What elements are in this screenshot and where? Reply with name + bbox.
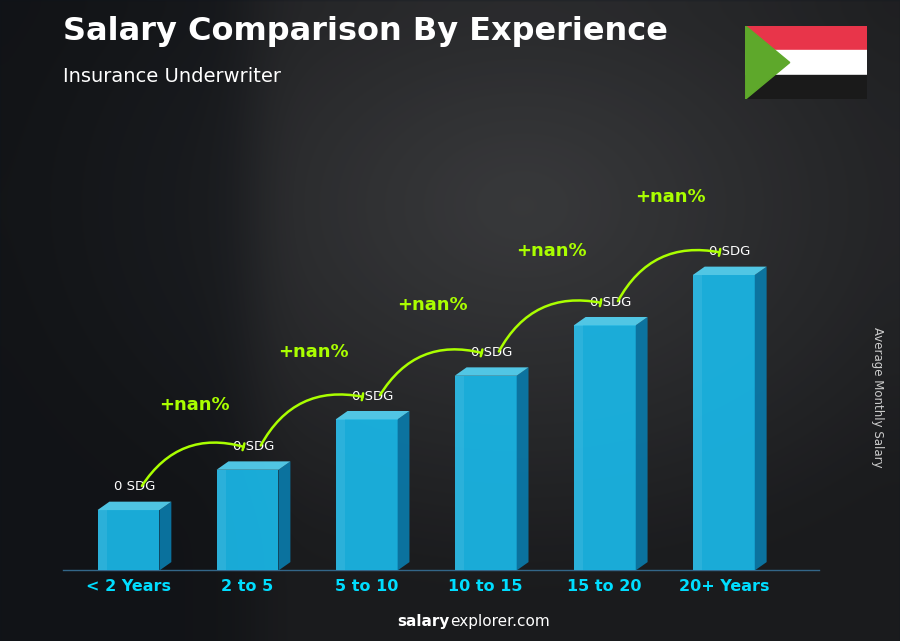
Text: +nan%: +nan% (516, 242, 587, 260)
Text: explorer.com: explorer.com (450, 615, 550, 629)
Text: 0 SDG: 0 SDG (709, 246, 751, 258)
Polygon shape (97, 510, 107, 570)
Bar (454, 376, 517, 570)
Polygon shape (573, 317, 648, 326)
Polygon shape (217, 470, 226, 570)
Polygon shape (97, 502, 171, 510)
Text: Salary Comparison By Experience: Salary Comparison By Experience (63, 16, 668, 47)
Polygon shape (745, 26, 789, 99)
Text: 0 SDG: 0 SDG (113, 480, 155, 494)
Text: Average Monthly Salary: Average Monthly Salary (871, 327, 884, 468)
Polygon shape (278, 462, 291, 570)
Text: 0 SDG: 0 SDG (471, 346, 512, 359)
Polygon shape (454, 367, 528, 376)
Text: Insurance Underwriter: Insurance Underwriter (63, 67, 281, 87)
Polygon shape (517, 367, 528, 570)
Polygon shape (159, 502, 171, 570)
Bar (217, 470, 278, 570)
Polygon shape (693, 267, 767, 275)
Bar (693, 275, 755, 570)
Polygon shape (454, 376, 464, 570)
Text: salary: salary (398, 615, 450, 629)
Polygon shape (755, 267, 767, 570)
Bar (97, 510, 159, 570)
Bar (745, 75, 867, 99)
Bar (745, 50, 867, 75)
Text: 0 SDG: 0 SDG (352, 390, 393, 403)
Text: +nan%: +nan% (158, 396, 230, 414)
Polygon shape (336, 419, 346, 570)
Text: +nan%: +nan% (397, 296, 467, 313)
Polygon shape (693, 275, 702, 570)
Text: 0 SDG: 0 SDG (590, 296, 631, 308)
Bar (336, 419, 398, 570)
Polygon shape (398, 411, 410, 570)
Text: +nan%: +nan% (278, 343, 348, 361)
Polygon shape (217, 462, 291, 470)
Bar (573, 326, 635, 570)
Polygon shape (573, 326, 583, 570)
Bar (745, 26, 867, 50)
Text: 0 SDG: 0 SDG (233, 440, 274, 453)
Text: +nan%: +nan% (634, 188, 706, 206)
Polygon shape (336, 411, 410, 419)
Polygon shape (635, 317, 648, 570)
